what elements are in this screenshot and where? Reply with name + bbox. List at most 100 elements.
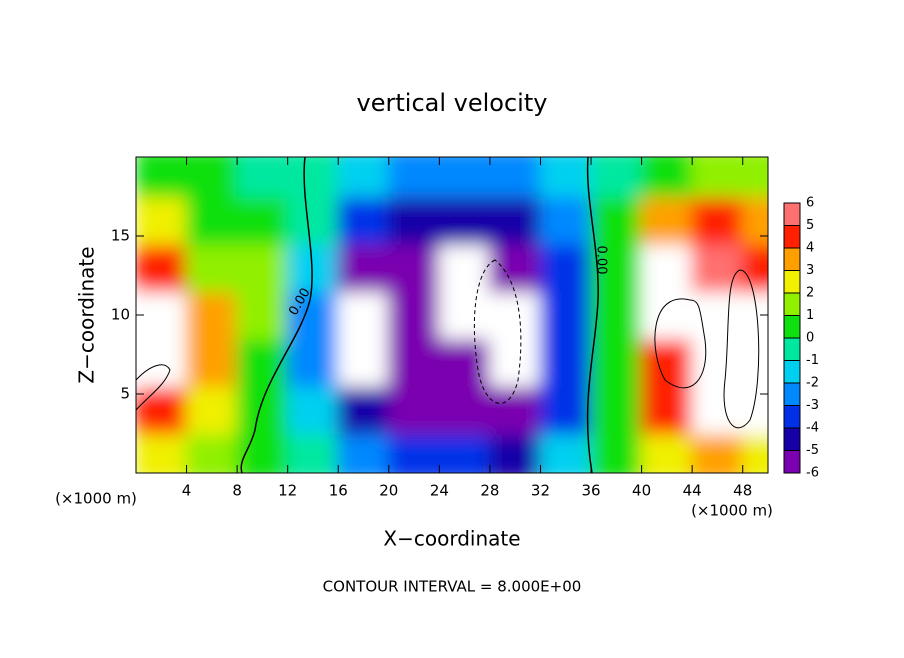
- field-cell: [488, 157, 542, 198]
- contour-label: 0.00: [594, 246, 609, 275]
- field-cell: [236, 195, 289, 245]
- colorbar-swatch: [784, 338, 800, 361]
- field-cell: [640, 385, 694, 435]
- contour-line: [586, 157, 599, 473]
- field-cell: [136, 432, 188, 473]
- field-cell: [438, 157, 491, 198]
- field-cell: [286, 195, 340, 245]
- field-cell: [640, 157, 694, 198]
- field-cell: [185, 157, 239, 198]
- field-cell: [691, 385, 744, 435]
- field-cell: [488, 195, 542, 245]
- field-cell: [539, 385, 593, 435]
- x-tick-label: 8: [232, 482, 242, 500]
- field-cell: [741, 385, 768, 435]
- colorbar-swatch: [784, 405, 800, 428]
- field-cell: [640, 432, 694, 473]
- field-cell: [185, 290, 239, 340]
- field-cell: [387, 242, 441, 293]
- field-cell: [590, 195, 643, 245]
- colorbar-swatch: [784, 383, 800, 406]
- field: [136, 157, 768, 473]
- field-cell: [691, 195, 744, 245]
- field-cell: [286, 290, 340, 340]
- field-cell: [185, 242, 239, 293]
- cells: [136, 157, 768, 473]
- field-cell: [539, 157, 593, 198]
- field-cell: [438, 432, 491, 473]
- field-cell: [488, 242, 542, 293]
- colorbar-tick-label: 3: [806, 263, 814, 278]
- x-tick-label: 32: [531, 482, 550, 500]
- x-tick-label: 12: [278, 482, 297, 500]
- field-cell: [387, 157, 441, 198]
- field-cell: [337, 290, 390, 340]
- field-cell: [387, 195, 441, 245]
- y-tick-label: 5: [120, 385, 130, 403]
- x-tick-label: 44: [683, 482, 702, 500]
- field-cell: [488, 432, 542, 473]
- field-cell: [488, 290, 542, 340]
- colorbar-swatch: [784, 315, 800, 338]
- colorbar-swatch: [784, 450, 800, 473]
- x-tick-label: 4: [182, 482, 192, 500]
- field-cell: [337, 157, 390, 198]
- field-cell: [640, 195, 694, 245]
- field-cell: [236, 385, 289, 435]
- colorbar-tick-label: 1: [806, 308, 814, 323]
- field-cell: [136, 157, 188, 198]
- colorbar-tick-label: 0: [806, 331, 814, 346]
- x-tick-label: 16: [329, 482, 348, 500]
- field-cell: [236, 337, 289, 388]
- field-cell: [387, 290, 441, 340]
- colorbar-swatch: [784, 225, 800, 248]
- x-unit: (×1000 m): [691, 502, 773, 520]
- field-cell: [539, 432, 593, 473]
- field-cell: [136, 242, 188, 293]
- field-cell: [488, 337, 542, 388]
- colorbar-tick-label: -2: [806, 376, 819, 391]
- field-cell: [185, 385, 239, 435]
- colorbar-swatch: [784, 248, 800, 271]
- field-cell: [590, 432, 643, 473]
- colorbar-tick-label: -5: [806, 443, 819, 458]
- contour-line: [240, 157, 313, 473]
- field-cell: [236, 432, 289, 473]
- field-cell: [590, 337, 643, 388]
- field-cell: [387, 385, 441, 435]
- field-cell: [337, 432, 390, 473]
- x-tick-label: 28: [480, 482, 499, 500]
- field-cell: [539, 290, 593, 340]
- y-tick-label: 15: [111, 227, 130, 245]
- colorbar-tick-label: 2: [806, 286, 814, 301]
- field-cell: [590, 242, 643, 293]
- field-cell: [640, 242, 694, 293]
- footer: CONTOUR INTERVAL = 8.000E+00: [323, 578, 582, 596]
- colorbar-swatch: [784, 270, 800, 293]
- colorbar-tick-label: 4: [806, 241, 814, 256]
- field-cell: [337, 195, 390, 245]
- contour-line: [136, 364, 171, 411]
- colorbar-tick-label: 6: [806, 196, 814, 211]
- field-cell: [236, 157, 289, 198]
- field-cell: [640, 290, 694, 340]
- field-cell: [185, 195, 239, 245]
- field-cell: [236, 290, 289, 340]
- contour-line: [723, 269, 760, 429]
- contour-line: [473, 259, 522, 404]
- field-cell: [438, 337, 491, 388]
- x-tick-label: 48: [733, 482, 752, 500]
- contour-line: [654, 298, 707, 389]
- field-cell: [387, 337, 441, 388]
- y-axis-label: Z−coordinate: [75, 246, 99, 383]
- field-cell: [488, 385, 542, 435]
- field-cell: [438, 242, 491, 293]
- field-cell: [691, 432, 744, 473]
- x-axis-label: X−coordinate: [383, 527, 520, 551]
- y-tick-label: 10: [111, 306, 130, 324]
- field-cell: [741, 337, 768, 388]
- field-cell: [539, 337, 593, 388]
- field-cell: [691, 290, 744, 340]
- x-tick-label: 36: [581, 482, 600, 500]
